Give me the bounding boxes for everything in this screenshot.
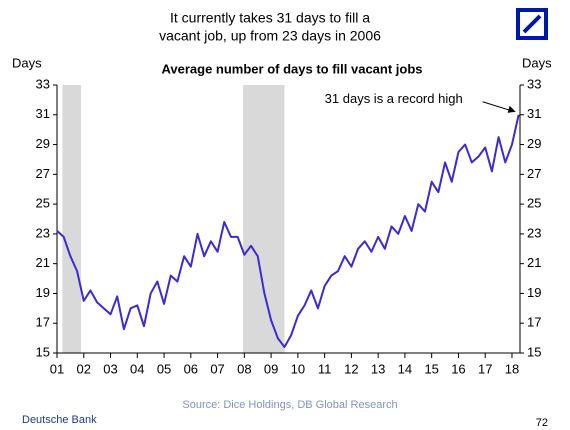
page-number: 72 <box>536 417 548 429</box>
chart-title-line: It currently takes 31 days to fill a <box>170 10 370 26</box>
y-tick-label: 31 <box>36 106 50 121</box>
y2-tick-label: 33 <box>527 76 541 91</box>
y2-tick-label: 21 <box>527 255 541 270</box>
x-tick-label: 18 <box>505 361 519 376</box>
data-line <box>56 114 520 349</box>
x-tick-label: 11 <box>318 361 332 376</box>
y2-tick-label: 17 <box>527 315 541 330</box>
x-tick-label: 08 <box>237 361 251 376</box>
recession-shade <box>243 85 285 353</box>
y2-tick-label: 29 <box>527 136 541 151</box>
y-axis-label: Days <box>12 55 42 70</box>
x-tick-label: 17 <box>478 361 492 376</box>
x-tick-label: 06 <box>184 361 198 376</box>
y2-tick-label: 15 <box>527 344 541 359</box>
y-tick-label: 17 <box>36 315 50 330</box>
x-tick-label: 04 <box>130 361 144 376</box>
x-tick-label: 10 <box>291 361 305 376</box>
logo-slash <box>522 14 542 34</box>
annotation-arrowhead <box>507 105 516 113</box>
x-tick-label: 15 <box>424 361 438 376</box>
chart-subtitle: Average number of days to fill vacant jo… <box>161 61 422 76</box>
annotation: 31 days is a record high <box>325 91 463 106</box>
x-tick-label: 03 <box>103 361 117 376</box>
y-tick-label: 19 <box>36 285 50 300</box>
x-tick-label: 07 <box>210 361 224 376</box>
y2-tick-label: 31 <box>527 106 541 121</box>
y-tick-label: 29 <box>36 136 50 151</box>
x-tick-label: 13 <box>371 361 385 376</box>
y2-tick-label: 27 <box>527 166 541 181</box>
y2-tick-label: 19 <box>527 285 541 300</box>
y-tick-label: 25 <box>36 196 50 211</box>
y-tick-label: 23 <box>36 225 50 240</box>
y2-tick-label: 23 <box>527 225 541 240</box>
logo <box>516 8 548 40</box>
x-tick-label: 05 <box>157 361 171 376</box>
recession-shade <box>62 85 82 353</box>
y-tick-label: 27 <box>36 166 50 181</box>
x-tick-label: 16 <box>451 361 465 376</box>
chart-title-line: vacant job, up from 23 days in 2006 <box>159 28 381 44</box>
x-tick-label: 14 <box>398 361 412 376</box>
y-tick-label: 15 <box>36 344 50 359</box>
x-tick-label: 09 <box>264 361 278 376</box>
y2-axis-label: Days <box>522 55 552 70</box>
y-tick-label: 21 <box>36 255 50 270</box>
y2-tick-label: 25 <box>527 196 541 211</box>
footer: Deutsche Bank <box>22 414 97 426</box>
x-tick-label: 02 <box>77 361 91 376</box>
y-tick-label: 33 <box>36 76 50 91</box>
x-tick-label: 12 <box>344 361 358 376</box>
x-tick-label: 01 <box>50 361 64 376</box>
source: Source: Dice Holdings, DB Global Researc… <box>182 399 397 411</box>
